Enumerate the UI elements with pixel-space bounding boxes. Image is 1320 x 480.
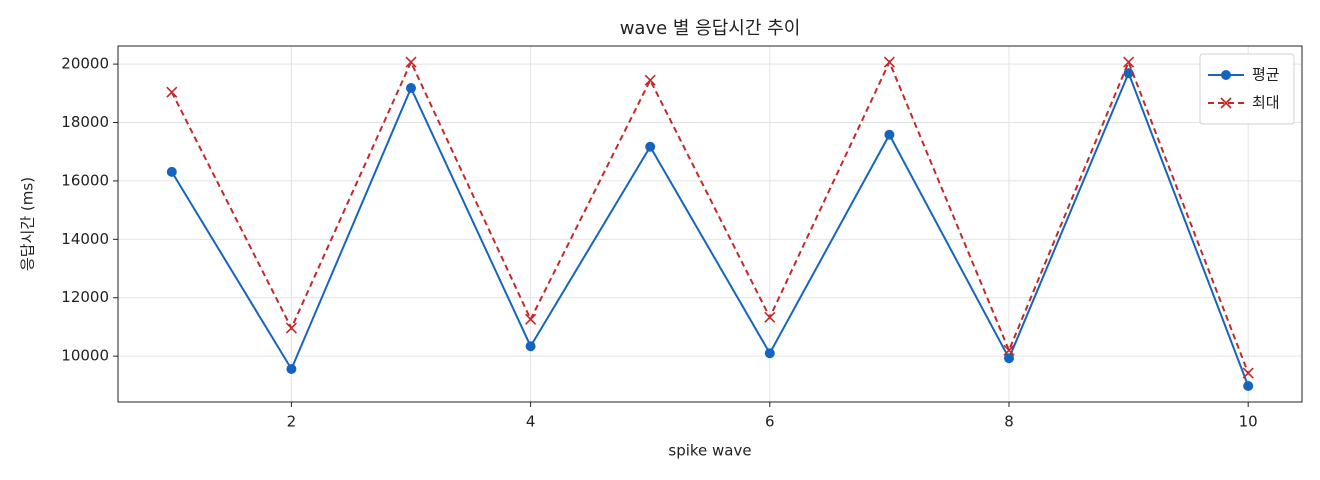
x-tick-label: 6 [765, 413, 775, 431]
plot-frame [117, 45, 1303, 403]
data-point [166, 86, 178, 98]
data-point [644, 74, 656, 86]
y-tick-label: 18000 [61, 113, 109, 131]
legend-marker [1221, 70, 1231, 80]
data-point [1123, 56, 1135, 68]
legend-label: 평균 [1252, 66, 1280, 84]
legend-label: 최대 [1252, 94, 1280, 112]
y-tick-label: 10000 [61, 347, 109, 365]
data-point [645, 141, 656, 152]
data-point [883, 56, 895, 68]
series-line [170, 70, 1250, 387]
data-point [764, 311, 776, 323]
data-point [1003, 344, 1015, 356]
x-tick-label: 2 [287, 413, 297, 431]
y-tick-label: 12000 [61, 288, 109, 306]
y-tick-label: 16000 [61, 171, 109, 189]
chart-title: wave 별 응답시간 추이 [620, 18, 801, 39]
series-line [170, 59, 1250, 374]
data-point [285, 322, 297, 334]
data-point [406, 83, 417, 94]
data-point [405, 56, 417, 68]
x-tick-label: 10 [1239, 413, 1258, 431]
x-tick-label: 8 [1004, 413, 1014, 431]
legend-marker [1220, 97, 1232, 109]
data-point [525, 313, 537, 325]
y-axis-label: 응답시간 (ms) [19, 177, 37, 271]
data-point [764, 348, 775, 359]
data-point [1003, 353, 1014, 364]
data-point [1243, 380, 1254, 391]
data-point [166, 166, 177, 177]
data-point [1242, 367, 1254, 379]
x-tick-label: 4 [526, 413, 536, 431]
data-point [884, 129, 895, 140]
data-point [525, 341, 536, 352]
y-tick-label: 14000 [61, 230, 109, 248]
x-axis-label: spike wave [668, 442, 751, 460]
data-point [286, 363, 297, 374]
legend-box [1199, 53, 1295, 125]
y-tick-label: 20000 [61, 55, 109, 73]
